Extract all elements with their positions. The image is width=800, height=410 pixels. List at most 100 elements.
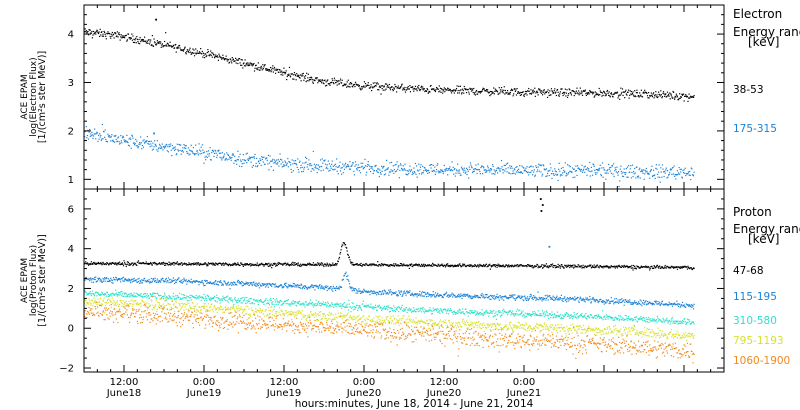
data-point [257,264,259,266]
data-point [306,288,308,290]
data-point [203,300,206,302]
data-point [205,297,207,300]
data-point [356,263,358,265]
data-point [90,279,92,281]
data-point [685,306,687,308]
data-point [473,87,475,90]
data-point [237,159,239,161]
data-point [250,265,252,267]
data-point [549,90,551,92]
data-point [452,264,454,267]
data-point [104,136,106,138]
data-point [402,264,404,266]
data-point [680,171,682,173]
data-point [680,266,682,268]
data-point [141,279,143,281]
data-point [310,285,312,287]
data-point [243,264,246,266]
data-point [101,264,103,266]
data-point [203,151,206,153]
data-point [568,299,570,301]
data-point [651,304,654,306]
data-point [633,95,635,98]
data-point [202,297,205,300]
data-point [465,167,468,169]
data-point [500,265,503,267]
data-point [670,267,672,269]
data-point [164,45,166,47]
data-point [303,76,306,78]
data-point [254,67,256,69]
data-point [236,263,238,266]
data-point [294,160,297,162]
data-point [368,264,370,266]
data-point [107,135,110,137]
data-point [399,163,402,165]
data-point [155,297,157,300]
data-point [644,302,646,304]
data-point [116,140,118,142]
data-point [591,298,593,301]
data-point [273,68,275,70]
data-point [430,294,433,296]
data-point [376,169,378,172]
data-point [601,162,604,164]
data-point [129,293,131,295]
data-point [614,92,616,94]
data-point [591,170,593,172]
data-point [480,91,483,93]
data-point [272,301,274,303]
data-point [450,265,452,267]
data-point [613,163,615,165]
data-point [617,174,619,176]
data-point [687,304,689,306]
data-point [164,262,166,265]
data-point [458,170,460,172]
data-point [331,287,333,289]
data-point [245,264,247,266]
data-point [381,165,383,167]
data-point [197,296,199,298]
data-point [259,264,261,266]
data-point [334,289,337,291]
data-point [381,85,383,87]
data-point [585,265,587,268]
data-point [524,90,526,93]
data-point [172,44,175,47]
data-point [394,170,397,173]
data-point [420,293,422,295]
data-point [161,296,163,299]
data-point [309,165,311,167]
data-point [368,84,370,87]
data-point [294,262,296,264]
data-point [232,283,234,285]
data-point [100,294,102,296]
data-point [299,284,301,287]
data-point [470,264,473,266]
data-point [469,168,471,171]
data-point [346,247,348,249]
data-point [542,164,544,166]
data-point [290,168,292,170]
data-point [286,299,288,302]
data-point [194,52,196,54]
data-point [312,284,314,286]
data-point [637,95,640,97]
data-point [347,309,349,311]
data-point [418,173,420,175]
data-point [398,292,400,294]
data-point [420,263,423,265]
data-point [432,294,434,296]
data-point [431,265,433,267]
data-point [227,153,229,156]
data-point [106,141,109,143]
data-point [195,53,197,55]
data-point [389,289,392,291]
data-point [603,167,605,169]
data-point [538,88,540,90]
data-point [162,263,164,265]
data-point [414,162,417,165]
data-point [534,296,536,298]
data-point [222,297,225,300]
data-point [135,42,137,44]
